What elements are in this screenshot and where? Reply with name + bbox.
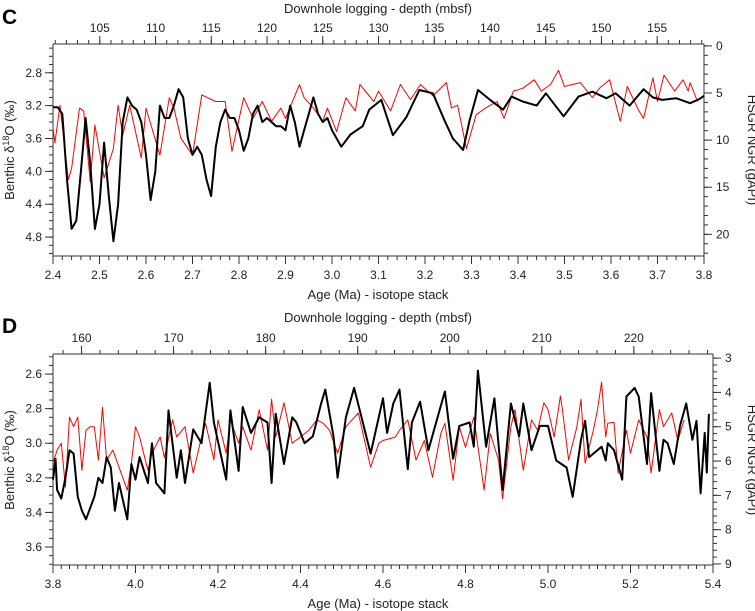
top-tick-label: 120 <box>257 21 277 35</box>
y-tick-label: 4.4 <box>25 197 42 211</box>
top-tick-label: 140 <box>480 21 500 35</box>
y-tick-label: 3.6 <box>25 540 42 554</box>
series-line-ngr <box>52 69 698 183</box>
top-tick-label: 160 <box>72 331 92 345</box>
y-axis-title-suffix: O (‰) <box>2 100 17 135</box>
top-tick-label: 190 <box>348 331 368 345</box>
top-axis-title: Downhole logging - depth (mbsf) <box>284 310 472 325</box>
y-tick-label: 3.6 <box>25 131 42 145</box>
x-tick-label: 3.5 <box>556 268 573 282</box>
y2-tick-label: 8 <box>725 523 732 537</box>
x-tick-label: 3.7 <box>649 268 666 282</box>
x-tick-label: 3.1 <box>370 268 387 282</box>
y-tick-label: 2.8 <box>25 402 42 416</box>
top-tick-label: 210 <box>532 331 552 345</box>
top-tick-label: 150 <box>591 21 611 35</box>
top-tick-label: 110 <box>146 21 165 35</box>
y2-tick-label: 5 <box>725 420 732 434</box>
y-axis-title-suffix: O (‰) <box>2 410 17 445</box>
x-tick-label: 3.6 <box>603 268 620 282</box>
x-tick-label: 3.4 <box>510 268 527 282</box>
y-tick-label: 3.4 <box>25 505 42 519</box>
y-axis-title-sup: 18 <box>1 446 11 456</box>
x-tick-label: 2.9 <box>277 268 294 282</box>
x-tick-label: 5.2 <box>622 577 639 591</box>
x-tick-label: 3.0 <box>324 268 341 282</box>
y2-tick-label: 3 <box>725 351 732 365</box>
x-tick-label: 3.8 <box>696 268 713 282</box>
x-tick-label: 3.2 <box>417 268 434 282</box>
top-tick-label: 125 <box>313 21 333 35</box>
y2-tick-label: 15 <box>716 180 730 194</box>
top-tick-label: 145 <box>536 21 556 35</box>
x-tick-label: 4.4 <box>292 577 309 591</box>
y-axis-title: Benthic δ18O (‰) <box>1 100 17 200</box>
series-line-benthic-d18o <box>53 88 705 243</box>
y-axis-title-prefix: Benthic δ <box>2 146 17 200</box>
x-axis-title: Age (Ma) - isotope stack <box>308 596 449 611</box>
y-tick-label: 4.0 <box>25 164 42 178</box>
top-tick-label: 200 <box>440 331 460 345</box>
y-tick-label: 4.8 <box>25 230 42 244</box>
y2-axis-title: HSGR NGR (gAPI) <box>745 405 755 516</box>
top-tick-label: 155 <box>647 21 667 35</box>
y2-tick-label: 6 <box>725 454 732 468</box>
x-tick-label: 2.7 <box>184 268 201 282</box>
top-tick-label: 130 <box>368 21 388 35</box>
x-tick-label: 2.8 <box>231 268 248 282</box>
y-tick-label: 2.8 <box>25 66 42 80</box>
y2-tick-label: 20 <box>716 227 730 241</box>
x-tick-label: 4.8 <box>457 577 474 591</box>
y2-axis-title: HSGR NGR (gAPI) <box>745 95 755 206</box>
x-tick-label: 2.6 <box>138 268 155 282</box>
y-tick-label: 3.2 <box>25 471 42 485</box>
top-tick-label: 105 <box>90 21 110 35</box>
y2-tick-label: 10 <box>716 133 730 147</box>
panel-d: D Downhole logging - depth (mbsf) Age (M… <box>1 310 755 611</box>
y-tick-label: 3.2 <box>25 99 42 113</box>
y2-tick-label: 7 <box>725 488 732 502</box>
x-tick-label: 4.6 <box>375 577 392 591</box>
panel-c: C Downhole logging - depth (mbsf) Age (M… <box>1 1 755 302</box>
x-axis-title: Age (Ma) - isotope stack <box>308 287 449 302</box>
x-tick-label: 3.8 <box>45 577 62 591</box>
x-tick-label: 2.4 <box>45 268 62 282</box>
x-tick-label: 2.5 <box>91 268 108 282</box>
y-axis-title-prefix: Benthic δ <box>2 456 17 510</box>
top-tick-label: 115 <box>202 21 221 35</box>
y2-tick-label: 9 <box>725 557 732 571</box>
x-tick-label: 4.2 <box>210 577 227 591</box>
top-axis-title: Downhole logging - depth (mbsf) <box>284 1 472 16</box>
y-axis-title-sup: 18 <box>1 136 11 146</box>
y2-tick-label: 5 <box>716 86 723 100</box>
top-tick-label: 135 <box>424 21 444 35</box>
x-tick-label: 5.0 <box>540 577 557 591</box>
panel-label: C <box>2 6 17 29</box>
y-axis-title: Benthic δ18O (‰) <box>1 410 17 510</box>
y2-tick-label: 4 <box>725 385 732 399</box>
series-line-benthic-d18o <box>52 369 710 521</box>
y2-tick-label: 0 <box>716 39 723 53</box>
y-tick-label: 3.0 <box>25 436 42 450</box>
y-tick-label: 2.6 <box>25 367 42 381</box>
top-tick-label: 170 <box>164 331 184 345</box>
x-tick-label: 3.3 <box>463 268 480 282</box>
top-tick-label: 220 <box>624 331 644 345</box>
x-tick-label: 5.4 <box>705 577 722 591</box>
top-tick-label: 180 <box>256 331 276 345</box>
x-tick-label: 4.0 <box>127 577 144 591</box>
panel-label: D <box>2 315 17 338</box>
